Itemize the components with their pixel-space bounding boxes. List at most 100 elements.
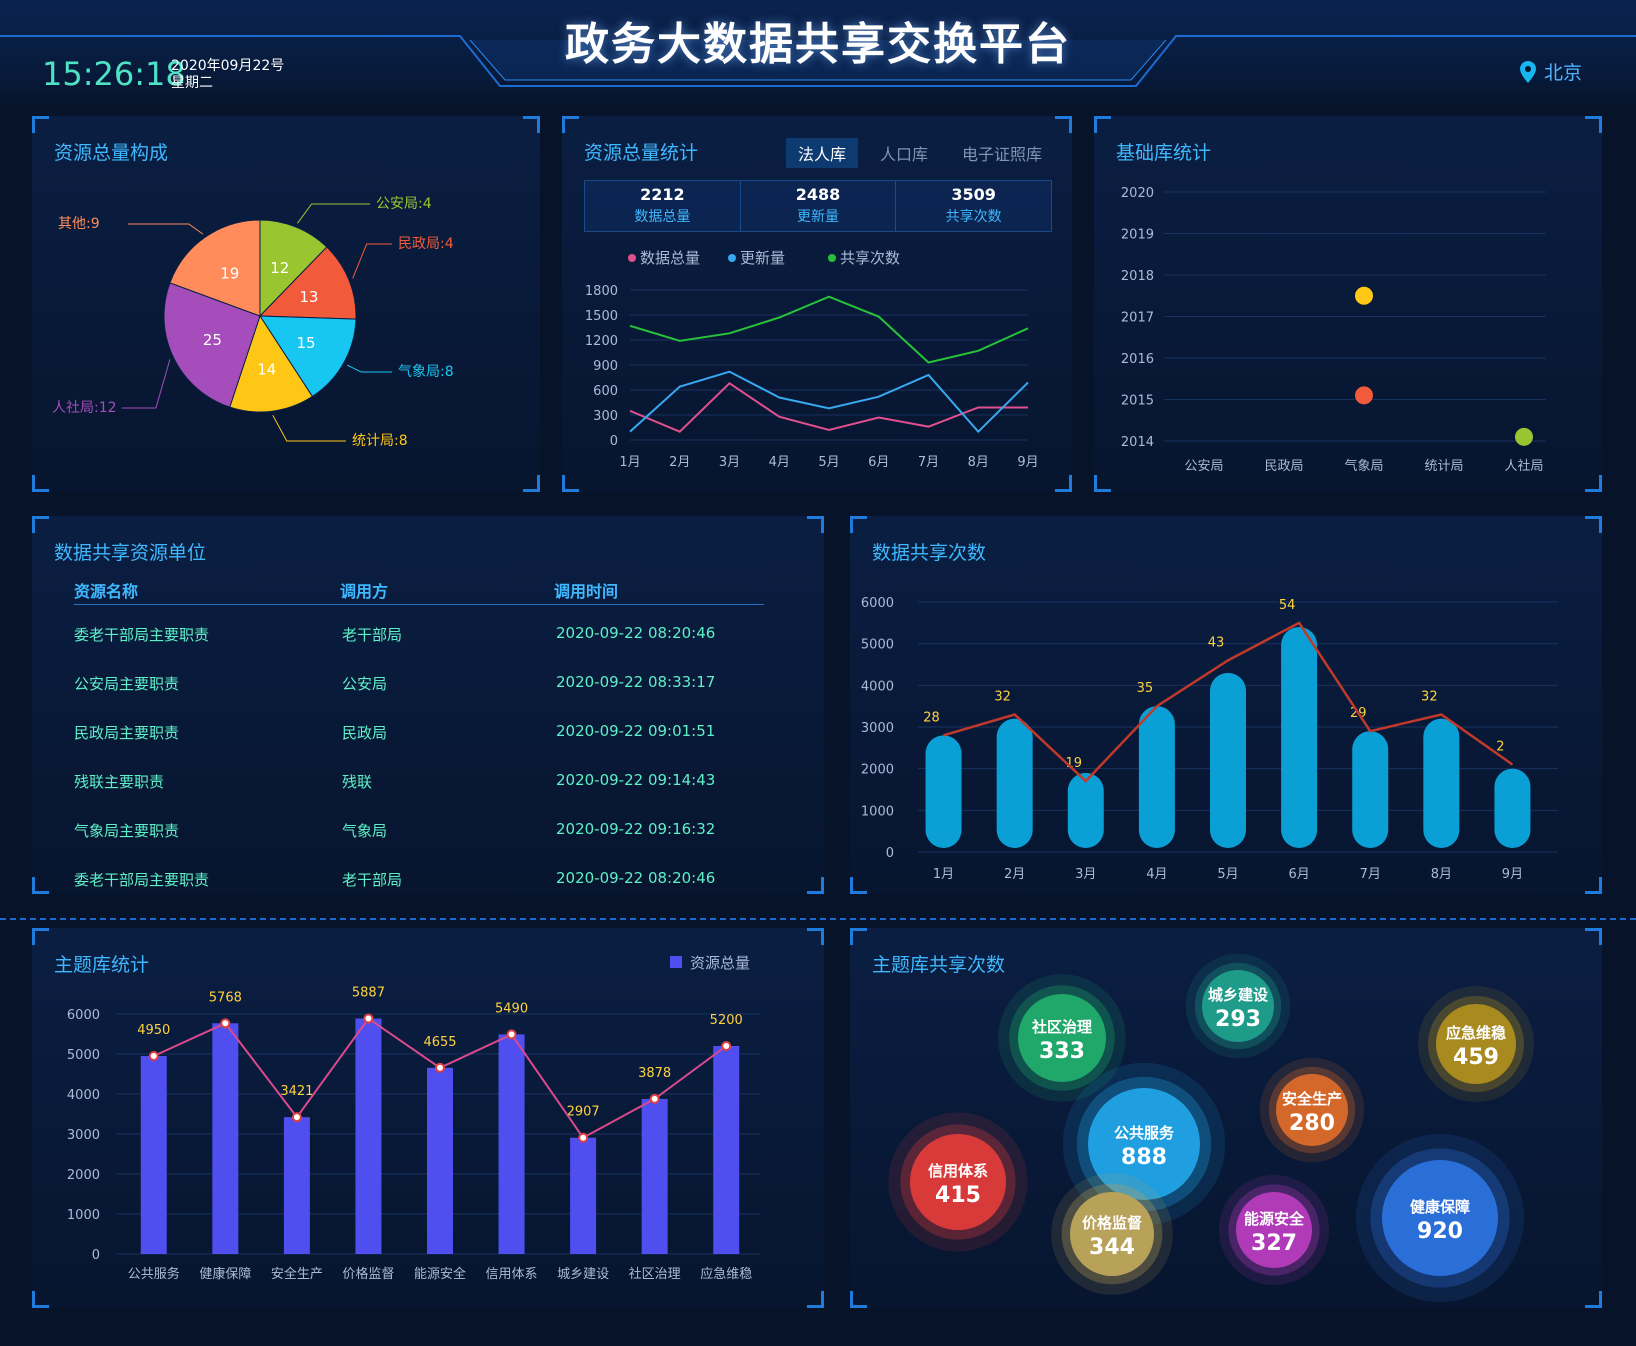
table-row[interactable]: 气象局主要职责 气象局 2020-09-22 09:16:32 xyxy=(74,814,764,860)
slice-label: 公安局:4 xyxy=(376,196,432,212)
tab-e-license[interactable]: 电子证照库 xyxy=(961,145,1042,164)
x-tick-label: 民政局 xyxy=(1264,459,1303,474)
panel-title: 主题库统计 xyxy=(54,954,150,976)
leader-line xyxy=(128,223,204,235)
table-row[interactable]: 委老干部局主要职责 老干部局 2020-09-22 08:20:46 xyxy=(74,863,764,909)
pie-slice xyxy=(169,219,261,317)
x-tick-label: 1月 xyxy=(619,455,640,470)
x-tick-label: 3月 xyxy=(719,455,740,470)
bar-value-label: 5490 xyxy=(495,1001,528,1016)
x-tick-label: 8月 xyxy=(968,455,989,470)
pie-slice xyxy=(259,219,328,318)
y-tick-label: 3000 xyxy=(861,721,894,736)
bubble xyxy=(1088,1088,1200,1200)
cell-resource: 委老干部局主要职责 xyxy=(74,871,210,889)
bubble-value: 280 xyxy=(1289,1111,1335,1136)
bar xyxy=(1138,706,1175,848)
bubble-label: 信用体系 xyxy=(928,1162,988,1180)
column-header: 调用时间 xyxy=(554,582,619,601)
location[interactable]: 北京 xyxy=(1519,58,1582,85)
y-tick-label: 5000 xyxy=(861,638,894,653)
cell-time: 2020-09-22 08:20:46 xyxy=(556,624,716,642)
y-tick-label: 300 xyxy=(593,409,618,424)
stat-label: 数据总量 xyxy=(634,209,691,225)
bar xyxy=(498,1034,525,1254)
bar xyxy=(1067,772,1104,848)
slice-value-label: 12 xyxy=(270,259,289,277)
cell-caller: 气象局 xyxy=(342,822,388,840)
x-tick-label: 价格监督 xyxy=(342,1266,394,1282)
bubble-value: 920 xyxy=(1417,1219,1463,1244)
cell-caller: 残联 xyxy=(342,773,373,791)
legend-label: 共享次数 xyxy=(840,249,900,267)
bar xyxy=(1281,627,1318,848)
bubble-value: 333 xyxy=(1039,1039,1085,1064)
bubble-label: 应急维稳 xyxy=(1446,1024,1506,1042)
tab-population[interactable]: 人口库 xyxy=(879,145,928,164)
x-tick-label: 4月 xyxy=(769,455,790,470)
table-row[interactable]: 公安局主要职责 公安局 2020-09-22 08:33:17 xyxy=(74,667,764,713)
panel-title: 资源总量统计 xyxy=(584,142,699,164)
bar xyxy=(283,1117,310,1254)
trend-point xyxy=(220,1018,231,1029)
y-tick-label: 4000 xyxy=(67,1088,100,1103)
x-tick-label: 2月 xyxy=(669,455,690,470)
x-tick-label: 5月 xyxy=(818,455,839,470)
y-tick-label: 2017 xyxy=(1121,311,1154,326)
y-tick-label: 2018 xyxy=(1121,269,1154,284)
bar xyxy=(1494,768,1531,848)
bar xyxy=(996,718,1033,848)
bubble-value: 293 xyxy=(1215,1007,1261,1032)
y-tick-label: 1000 xyxy=(67,1208,100,1223)
y-tick-label: 2000 xyxy=(67,1168,100,1183)
x-tick-label: 公共服务 xyxy=(128,1266,180,1282)
trend-point xyxy=(435,1062,445,1073)
bubble xyxy=(1276,1074,1348,1146)
line-chart: 数据总量 更新量 共享次数 0 300 600 900 1200 1500 1800 1月 2月 3月 4… xyxy=(585,249,1039,470)
table-row[interactable]: 委老干部局主要职责 老干部局 2020-09-22 08:20:46 xyxy=(74,618,764,664)
y-tick-label: 3000 xyxy=(67,1128,100,1143)
date: 2020年09月22号 xyxy=(171,58,285,74)
table-row[interactable]: 残联主要职责 残联 2020-09-22 09:14:43 xyxy=(74,765,764,811)
bar-value-label: 2907 xyxy=(567,1105,600,1120)
weekday: 星期二 xyxy=(171,75,213,91)
bar-value-label: 5200 xyxy=(710,1013,743,1028)
trend-point xyxy=(506,1029,517,1040)
panel-base-library: 基础库统计 2020 2019 2018 2017 2016 2015 2014 公安局 民政局… xyxy=(1094,116,1602,492)
panel-theme-share: 主题库共享次数 社区治理 333 城乡建设 293 应急维稳 459 安全生产 280 公共服务… xyxy=(850,928,1602,1308)
bar-value-label: 54 xyxy=(1279,598,1296,613)
stat-update: 2488 更新量 xyxy=(741,181,897,231)
x-tick-label: 1月 xyxy=(933,867,954,882)
stat-share: 3509 共享次数 xyxy=(896,181,1051,231)
bubble-value: 344 xyxy=(1089,1235,1135,1260)
trend-point xyxy=(578,1132,589,1143)
slice-value-label: 15 xyxy=(296,334,315,352)
bubble-value: 888 xyxy=(1121,1145,1167,1170)
table-row[interactable]: 民政局主要职责 民政局 2020-09-22 09:01:51 xyxy=(74,716,764,762)
bubble-label: 安全生产 xyxy=(1282,1090,1342,1108)
cell-time: 2020-09-22 09:14:43 xyxy=(556,771,716,789)
cell-resource: 公安局主要职责 xyxy=(74,675,180,693)
legend-marker xyxy=(628,254,636,262)
bar-value-label: 32 xyxy=(994,690,1011,705)
slice-value-label: 19 xyxy=(220,265,239,283)
location-pin-icon xyxy=(1519,60,1536,83)
bar xyxy=(212,1023,239,1254)
legend-marker xyxy=(670,956,682,968)
slice-value-label: 13 xyxy=(299,288,318,306)
bar xyxy=(427,1067,453,1254)
x-tick-label: 应急维稳 xyxy=(700,1266,752,1282)
x-tick-label: 气象局 xyxy=(1344,458,1383,474)
slice-label: 民政局:4 xyxy=(398,236,454,252)
x-tick-label: 6月 xyxy=(868,455,889,470)
bubble-label: 城乡建设 xyxy=(1208,986,1268,1004)
tab-legal-person[interactable]: 法人库 xyxy=(785,138,858,168)
column-header: 调用方 xyxy=(340,582,389,601)
trend-line xyxy=(943,621,1514,783)
pie-slice xyxy=(259,315,357,398)
x-tick-label: 2月 xyxy=(1004,867,1025,882)
pie-slice xyxy=(163,282,261,408)
bubble-label: 价格监督 xyxy=(1082,1214,1142,1232)
y-tick-label: 2019 xyxy=(1121,228,1154,243)
x-tick-label: 3月 xyxy=(1075,867,1096,882)
